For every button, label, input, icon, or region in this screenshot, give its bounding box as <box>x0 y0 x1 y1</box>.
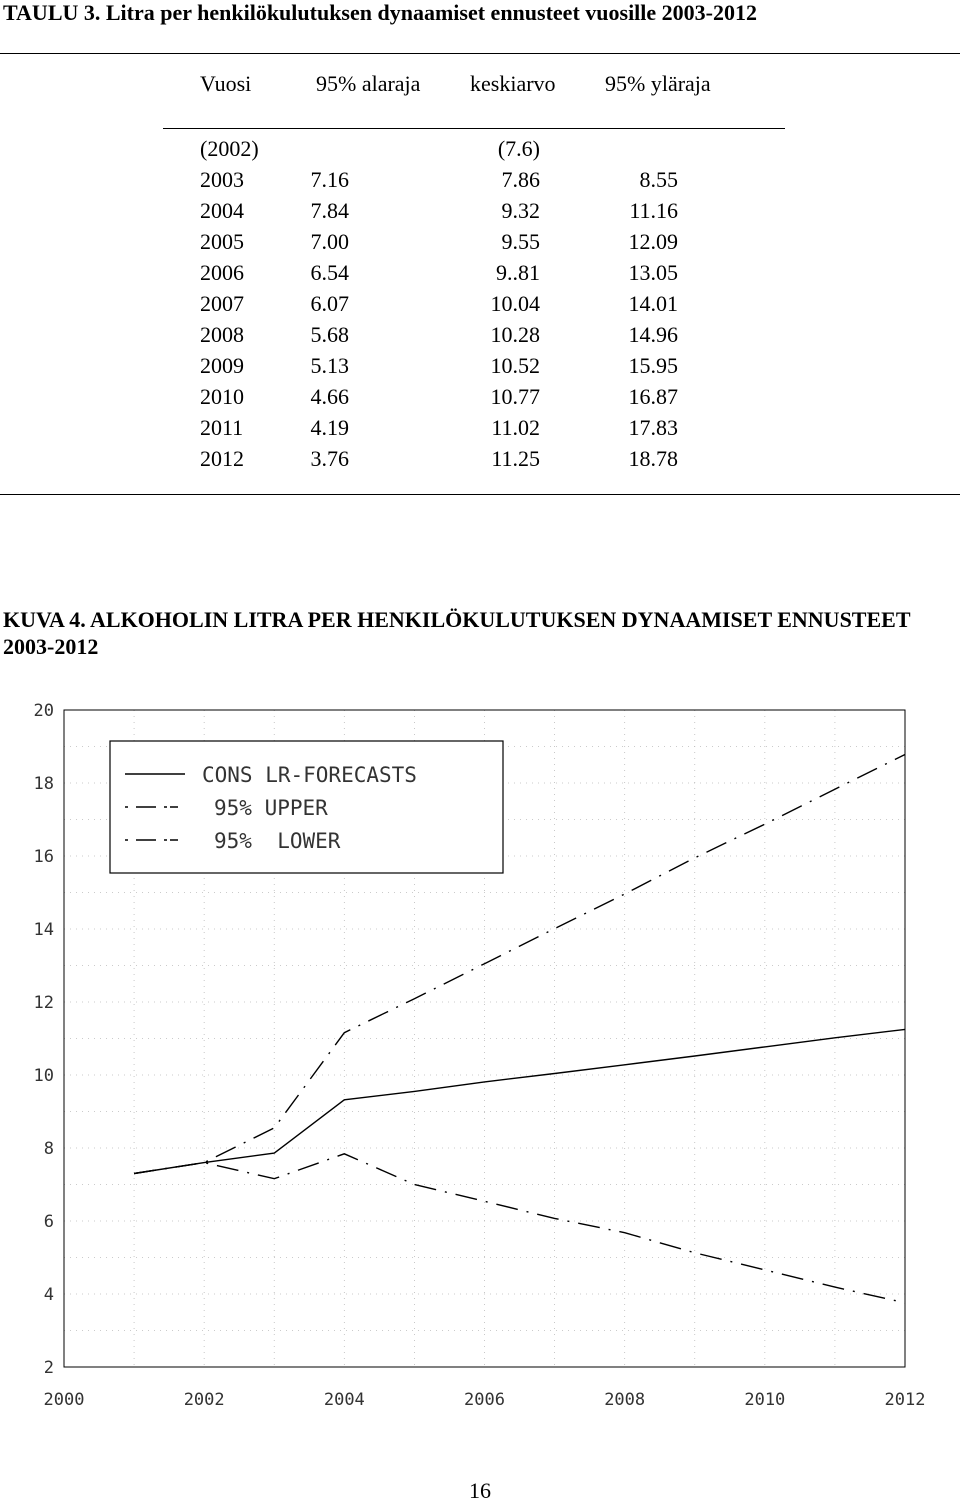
cell-upper: 13.05 <box>628 260 679 285</box>
series-line-2 <box>133 1153 906 1304</box>
cell-year: 2010 <box>200 384 244 409</box>
cell-year: 2008 <box>200 322 244 347</box>
x-tick-label: 2000 <box>44 1390 85 1410</box>
cell-year: 2004 <box>200 198 244 223</box>
cell-mean: 11.02 <box>491 415 540 440</box>
cell-lower: 6.07 <box>310 291 350 316</box>
x-tick-label: 2012 <box>885 1390 926 1410</box>
y-tick-label: 20 <box>34 701 54 721</box>
header-upper: 95% yläraja <box>605 71 711 96</box>
cell-lower: 4.19 <box>310 415 350 440</box>
forecast-chart: 20 18 16 14 12 10 8 6 4 2 2000 2002 2004 2006 2008 201… <box>34 701 926 1410</box>
cell-year: 2006 <box>200 260 244 285</box>
cell-lower: 5.68 <box>310 322 350 347</box>
cell-year: 2011 <box>200 415 244 440</box>
cell-upper: 15.95 <box>628 353 679 378</box>
y-tick-label: 14 <box>34 920 54 940</box>
page-number: 16 <box>469 1478 491 1503</box>
header-year: Vuosi <box>200 71 252 96</box>
x-tick-label: 2004 <box>324 1390 365 1410</box>
cell-upper: 8.55 <box>639 167 679 192</box>
y-tick-label: 12 <box>34 993 54 1013</box>
x-axis-ticks: 2000 2002 2004 2006 2008 2010 2012 <box>44 1390 926 1410</box>
y-tick-label: 10 <box>34 1066 54 1086</box>
cell-lower: 6.54 <box>310 260 350 285</box>
y-tick-label: 4 <box>44 1285 54 1305</box>
cell-year: (2002) <box>200 136 259 161</box>
x-tick-label: 2010 <box>744 1390 785 1410</box>
legend-label: 95% UPPER <box>214 796 328 820</box>
cell-upper: 18.78 <box>628 446 679 471</box>
header-lower: 95% alaraja <box>316 71 421 96</box>
cell-upper: 16.87 <box>628 384 679 409</box>
series-line-1 <box>133 753 906 1175</box>
cell-mean: 7.86 <box>501 167 541 192</box>
x-tick-label: 2002 <box>184 1390 225 1410</box>
cell-lower: 4.66 <box>310 384 350 409</box>
cell-upper: 14.01 <box>628 291 679 316</box>
cell-year: 2005 <box>200 229 244 254</box>
cell-year: 2007 <box>200 291 244 316</box>
cell-lower: 5.13 <box>310 353 350 378</box>
plot-frame <box>63 709 906 1368</box>
y-tick-label: 8 <box>44 1139 54 1159</box>
table-top-rule <box>0 53 960 54</box>
y-tick-label: 2 <box>44 1358 54 1378</box>
cell-mean: 9..81 <box>496 260 540 285</box>
cell-lower: 7.00 <box>310 229 350 254</box>
x-tick-label: 2008 <box>604 1390 645 1410</box>
cell-upper: 11.16 <box>629 198 678 223</box>
cell-mean: 10.28 <box>490 322 541 347</box>
cell-lower: 7.16 <box>310 167 350 192</box>
chart-legend: CONS LR-FORECASTS 95% UPPER 95% LOWER <box>109 740 504 874</box>
cell-mean: 10.77 <box>490 384 541 409</box>
series-line-0 <box>133 1028 906 1175</box>
table-header-rule <box>163 128 785 129</box>
cell-mean: 11.25 <box>491 446 540 471</box>
header-mean: keskiarvo <box>470 71 556 96</box>
cell-upper: 12.09 <box>628 229 679 254</box>
cell-lower: 3.76 <box>310 446 350 471</box>
cell-mean: 9.32 <box>501 198 541 223</box>
cell-mean: (7.6) <box>497 136 540 161</box>
legend-label: 95% LOWER <box>214 829 341 853</box>
cell-lower: 7.84 <box>310 198 350 223</box>
y-tick-label: 16 <box>34 847 54 867</box>
cell-upper: 17.83 <box>628 415 679 440</box>
table-bottom-rule <box>0 494 960 495</box>
figure-caption: KUVA 4. ALKOHOLIN LITRA PER HENKILÖKULUT… <box>3 607 911 659</box>
series-layer <box>133 753 906 1304</box>
y-axis-ticks: 20 18 16 14 12 10 8 6 4 2 <box>34 701 54 1378</box>
cell-year: 2009 <box>200 353 244 378</box>
cell-mean: 9.55 <box>501 229 541 254</box>
table-title: TAULU 3. Litra per henkilökulutuksen dyn… <box>3 0 757 25</box>
cell-upper: 14.96 <box>628 322 679 347</box>
cell-mean: 10.52 <box>490 353 541 378</box>
legend-label: CONS LR-FORECASTS <box>202 763 417 787</box>
cell-year: 2012 <box>200 446 244 471</box>
y-tick-label: 6 <box>44 1212 54 1232</box>
x-tick-label: 2006 <box>464 1390 505 1410</box>
y-tick-label: 18 <box>34 774 54 794</box>
cell-mean: 10.04 <box>490 291 541 316</box>
cell-year: 2003 <box>200 167 244 192</box>
